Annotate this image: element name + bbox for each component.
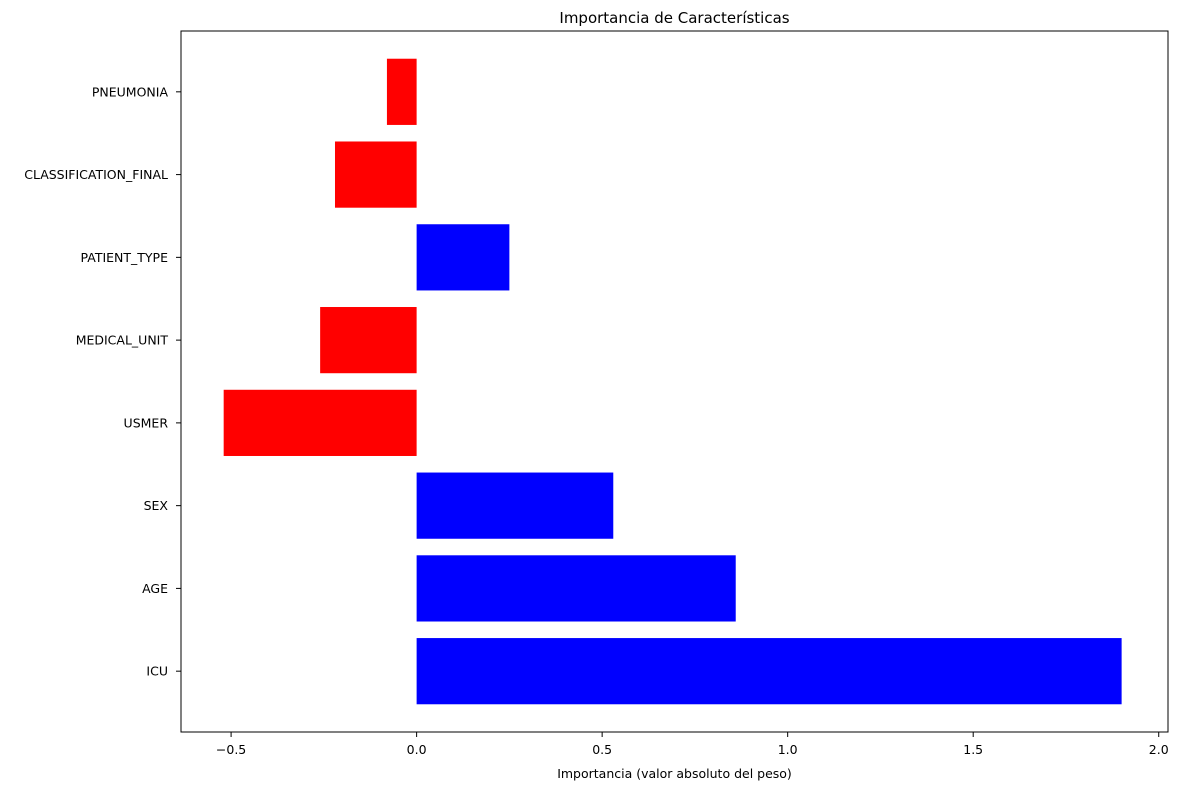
y-category-label: MEDICAL_UNIT: [76, 333, 169, 348]
x-tick-label: 2.0: [1149, 742, 1169, 757]
bar-pneumonia: [386, 58, 417, 125]
bar-medical-unit: [320, 307, 417, 374]
x-tick-label: 1.5: [963, 742, 983, 757]
y-axis: ICU AGE SEX USMER MEDICAL_UNIT PATIENT_TYPE CL…: [24, 84, 181, 679]
bar-classification-final: [334, 141, 417, 208]
bars-group: [223, 58, 1122, 705]
y-category-label: PATIENT_TYPE: [81, 250, 169, 265]
bar-sex: [416, 472, 614, 539]
bar-icu: [416, 638, 1122, 705]
x-tick-label: 0.5: [592, 742, 612, 757]
plot-frame: [180, 30, 1169, 733]
bar-usmer: [223, 389, 417, 456]
bar-patient-type: [416, 224, 510, 291]
x-tick-label: 0.0: [407, 742, 427, 757]
x-tick-label: −0.5: [216, 742, 246, 757]
y-category-label: PNEUMONIA: [92, 84, 169, 99]
y-category-label: CLASSIFICATION_FINAL: [24, 167, 168, 182]
x-axis: −0.5 0.0 0.5 1.0 1.5 2.0: [216, 732, 1169, 757]
y-category-label: ICU: [146, 664, 168, 679]
y-category-label: USMER: [124, 415, 169, 430]
y-category-label: SEX: [144, 498, 169, 513]
x-tick-label: 1.0: [778, 742, 798, 757]
bar-age: [416, 555, 736, 622]
x-axis-label: Importancia (valor absoluto del peso): [557, 766, 792, 781]
y-category-label: AGE: [142, 581, 168, 596]
chart-title: Importancia de Características: [559, 9, 789, 27]
